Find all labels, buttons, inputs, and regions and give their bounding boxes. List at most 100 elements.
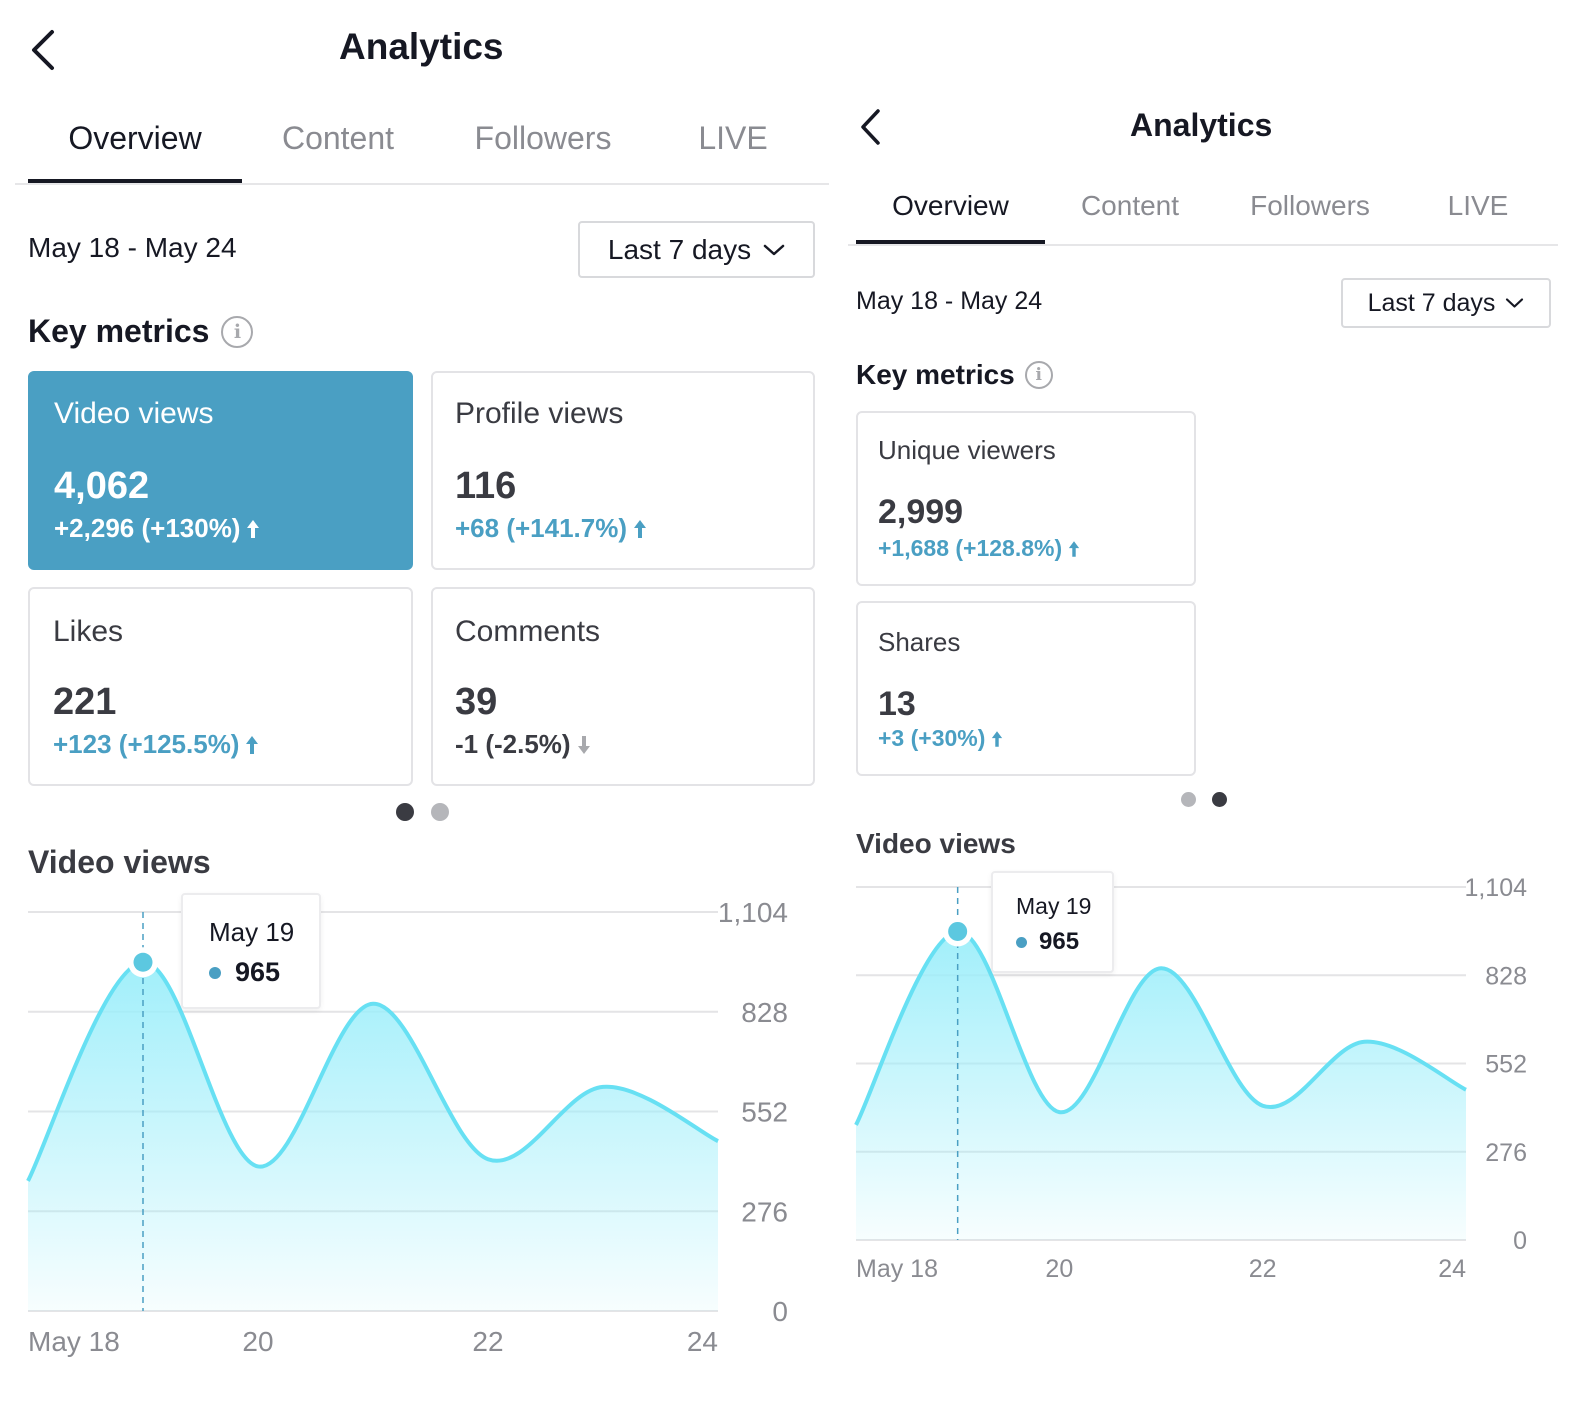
metric-change-text: +1,688 (+128.8%) bbox=[878, 535, 1063, 561]
metric-change: +1,688 (+128.8%) bbox=[878, 535, 1080, 562]
x-tick-label: 20 bbox=[242, 1326, 273, 1357]
chart-tooltip: May 19 965 bbox=[991, 871, 1114, 973]
metric-value: 221 bbox=[53, 681, 117, 723]
arrow-up-icon bbox=[246, 735, 259, 754]
x-tick-label: 24 bbox=[1438, 1255, 1466, 1283]
x-tick-label: May 18 bbox=[28, 1326, 120, 1357]
metric-value: 39 bbox=[455, 681, 498, 723]
tab-overview[interactable]: Overview bbox=[68, 120, 202, 156]
x-tick-label: May 18 bbox=[856, 1255, 938, 1283]
area-fill bbox=[28, 962, 718, 1311]
key-metrics-title: Key metrics i bbox=[28, 313, 254, 350]
tab-followers[interactable]: Followers bbox=[474, 120, 612, 156]
y-tick-label: 1,104 bbox=[1464, 874, 1527, 902]
metric-card-shares[interactable]: Shares 13 +3 (+30%) bbox=[856, 601, 1196, 776]
metric-change-text: +68 (+141.7%) bbox=[455, 513, 628, 543]
tab-divider bbox=[848, 244, 1558, 246]
pagination-dot-active[interactable] bbox=[1212, 792, 1227, 807]
tooltip-value: 965 bbox=[1016, 928, 1079, 956]
date-range: May 18 - May 24 bbox=[28, 232, 237, 263]
tab-content[interactable]: Content bbox=[281, 120, 395, 156]
info-icon[interactable]: i bbox=[1024, 361, 1053, 389]
metric-change: +123 (+125.5%) bbox=[53, 729, 259, 760]
metric-change-text: +2,296 (+130%) bbox=[54, 513, 241, 543]
metric-value: 116 bbox=[455, 465, 517, 507]
highlight-point[interactable] bbox=[948, 921, 968, 941]
period-label: Last 7 days bbox=[1367, 288, 1496, 317]
date-range: May 18 - May 24 bbox=[856, 287, 1043, 315]
chevron-left-icon bbox=[32, 30, 54, 70]
metric-card-profile-views[interactable]: Profile views 116 +68 (+141.7%) bbox=[431, 371, 815, 570]
y-tick-label: 828 bbox=[741, 997, 788, 1028]
tab-overview[interactable]: Overview bbox=[892, 190, 1009, 221]
area-fill bbox=[856, 931, 1466, 1240]
arrow-up-icon bbox=[992, 730, 1003, 747]
y-tick-label: 276 bbox=[741, 1196, 788, 1227]
tab-divider bbox=[15, 183, 829, 185]
tooltip-value-text: 965 bbox=[235, 957, 281, 987]
chart-tooltip: May 19 965 bbox=[181, 893, 321, 1009]
metric-card-likes[interactable]: Likes 221 +123 (+125.5%) bbox=[28, 587, 413, 786]
pagination-dot[interactable] bbox=[431, 803, 449, 821]
y-tick-label: 1,104 bbox=[718, 897, 788, 928]
active-tab-indicator bbox=[856, 240, 1045, 245]
tab-live[interactable]: LIVE bbox=[698, 120, 768, 156]
metric-change-text: -1 (-2.5%) bbox=[455, 729, 571, 759]
series-dot bbox=[209, 966, 221, 979]
metric-label: Likes bbox=[53, 615, 124, 648]
metric-card-comments[interactable]: Comments 39 -1 (-2.5%) bbox=[431, 587, 815, 786]
info-icon[interactable]: i bbox=[221, 315, 254, 348]
metric-card-unique-viewers[interactable]: Unique viewers 2,999 +1,688 (+128.8%) bbox=[856, 411, 1196, 586]
metric-label: Comments bbox=[455, 615, 601, 648]
tooltip-date: May 19 bbox=[1016, 893, 1092, 919]
chevron-down-icon bbox=[1506, 298, 1524, 308]
metric-value: 4,062 bbox=[54, 465, 150, 507]
page-title: Analytics bbox=[1130, 107, 1273, 143]
metric-label: Video views bbox=[54, 397, 214, 430]
video-views-chart: 0 276 552 828 1,104 May 18 20 22 24 bbox=[854, 874, 1527, 1283]
tab-content[interactable]: Content bbox=[1080, 190, 1180, 221]
chevron-left-icon bbox=[861, 109, 880, 145]
metric-change-text: +123 (+125.5%) bbox=[53, 729, 240, 759]
pagination-dot-active[interactable] bbox=[396, 803, 414, 821]
metric-change: +68 (+141.7%) bbox=[455, 513, 647, 544]
x-tick-label: 20 bbox=[1045, 1255, 1073, 1283]
key-metrics-label: Key metrics bbox=[28, 313, 210, 349]
metric-label: Shares bbox=[878, 627, 961, 657]
metric-label: Unique viewers bbox=[878, 435, 1056, 465]
y-tick-label: 552 bbox=[741, 1097, 788, 1128]
back-button[interactable] bbox=[28, 28, 60, 72]
period-dropdown[interactable]: Last 7 days bbox=[1341, 278, 1551, 328]
key-metrics-label: Key metrics bbox=[856, 359, 1015, 390]
metric-label: Profile views bbox=[455, 397, 624, 430]
tooltip-value-text: 965 bbox=[1039, 928, 1080, 955]
chart-section-title: Video views bbox=[28, 844, 211, 880]
arrow-down-icon bbox=[577, 735, 590, 754]
highlight-point[interactable] bbox=[133, 952, 153, 972]
y-tick-label: 552 bbox=[1485, 1051, 1527, 1079]
x-tick-label: 22 bbox=[1249, 1255, 1277, 1283]
metric-change: +3 (+30%) bbox=[878, 725, 1003, 752]
metric-card-video-views[interactable]: Video views 4,062 +2,296 (+130%) bbox=[28, 371, 413, 570]
y-tick-label: 0 bbox=[772, 1296, 788, 1327]
arrow-up-icon bbox=[1068, 540, 1080, 557]
back-button[interactable] bbox=[858, 108, 884, 146]
key-metrics-title: Key metrics i bbox=[856, 359, 1053, 391]
video-views-chart: 0 276 552 828 1,104 May 18 20 22 24 bbox=[26, 897, 788, 1357]
metric-change: -1 (-2.5%) bbox=[455, 729, 591, 760]
chart-section-title: Video views bbox=[856, 828, 1016, 859]
arrow-up-icon bbox=[247, 519, 260, 538]
x-tick-label: 22 bbox=[472, 1326, 503, 1357]
x-tick-label: 24 bbox=[687, 1326, 718, 1357]
series-dot bbox=[1016, 936, 1027, 948]
y-tick-label: 0 bbox=[1513, 1227, 1527, 1255]
tab-followers[interactable]: Followers bbox=[1250, 190, 1370, 221]
page-title: Analytics bbox=[339, 26, 504, 67]
pagination-dot[interactable] bbox=[1181, 792, 1196, 807]
tab-live[interactable]: LIVE bbox=[1447, 190, 1509, 221]
y-tick-label: 276 bbox=[1485, 1139, 1527, 1167]
tooltip-date: May 19 bbox=[209, 917, 295, 947]
period-dropdown[interactable]: Last 7 days bbox=[578, 221, 815, 278]
active-tab-indicator bbox=[28, 179, 242, 184]
arrow-up-icon bbox=[634, 519, 647, 538]
